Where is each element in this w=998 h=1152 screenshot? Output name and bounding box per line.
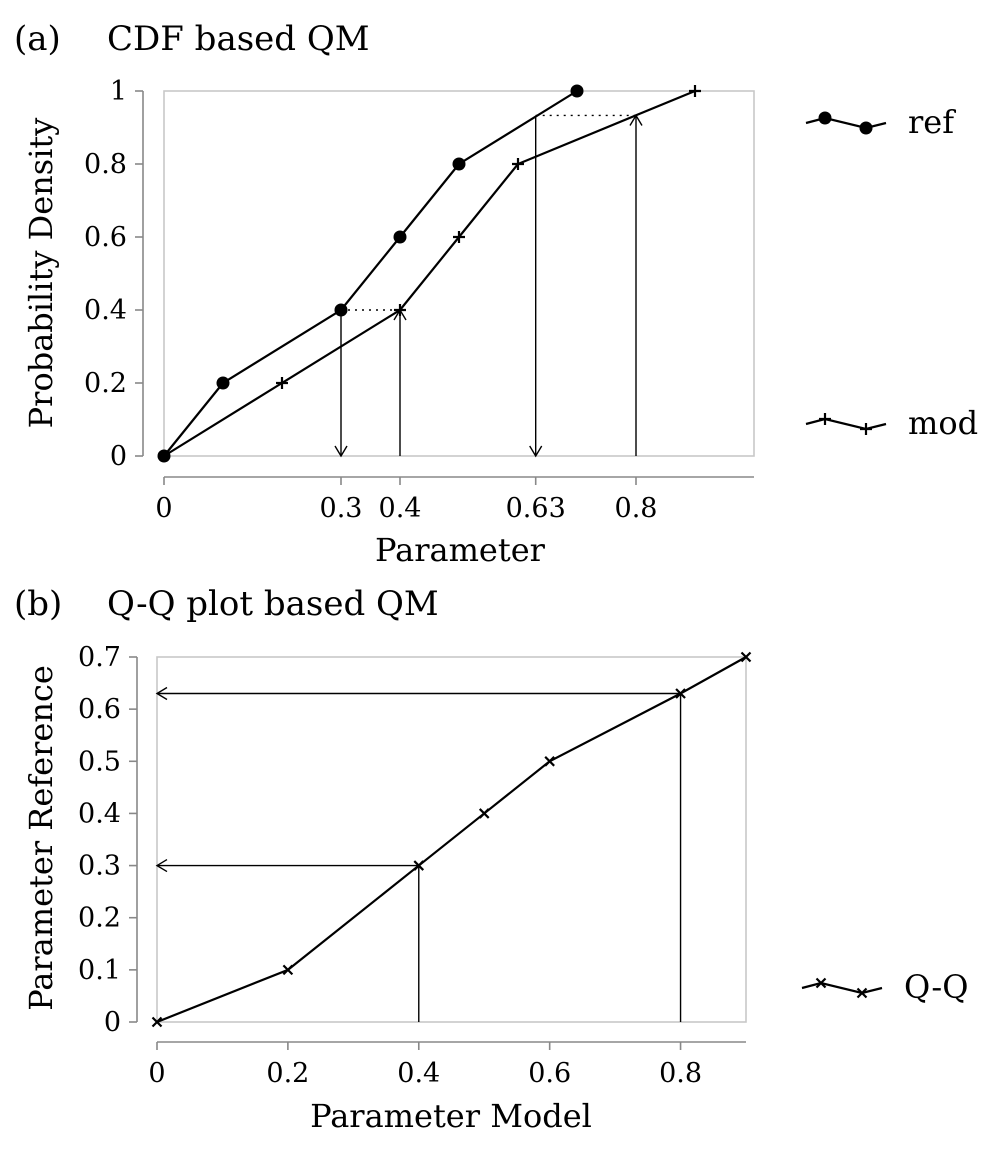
- panel-a-xlabel: Parameter: [375, 531, 546, 569]
- panel-a-series-ref-point: [393, 230, 407, 244]
- panel-a-xtick-label: 0.63: [506, 493, 566, 524]
- panel-b-frame: [156, 656, 747, 1023]
- panel-a-ylabel: Probability Density: [22, 118, 60, 429]
- panel-a-series-mod-point: [453, 231, 465, 243]
- panel-a-ytick-label: 1: [110, 76, 127, 107]
- panel-a-xtick-label: 0.3: [320, 493, 363, 524]
- panel-a-legend-marker-ref: [859, 121, 873, 135]
- panel-b-series-Q-Q-point: [675, 688, 686, 699]
- panel-b-ytick-label: 0.3: [78, 851, 121, 882]
- panel-a-xtick-label: 0: [155, 493, 172, 524]
- panel-b-legend-marker-Q-Q: [856, 987, 868, 999]
- panel-b-title: Q-Q plot based QM: [107, 584, 439, 624]
- panel-b-series-Q-Q-point: [282, 964, 294, 976]
- panel-a-series-ref-point: [570, 84, 584, 98]
- panel-b-legend-label-Q-Q: Q-Q: [904, 968, 968, 1006]
- panel-a-ytick-label: 0.4: [84, 295, 127, 326]
- panel-a-ytick-label: 0: [110, 441, 127, 472]
- panel-a-series-mod-point: [689, 85, 701, 97]
- panel-b-xtick-label: 0.6: [528, 1058, 571, 1089]
- panel-a-series-mod-point: [276, 377, 288, 389]
- panel-b-xlabel: Parameter Model: [310, 1097, 592, 1135]
- panel-b-arrow-head: [155, 858, 168, 873]
- panel-a-legend-marker-mod: [860, 423, 872, 435]
- panel-b-ytick-label: 0.5: [78, 746, 121, 777]
- panel-a-ytick-label: 0.6: [84, 222, 127, 253]
- panel-a-xtick-label: 0.4: [379, 493, 422, 524]
- panel-a-title: CDF based QM: [107, 19, 370, 59]
- panel-b-legend-marker-Q-Q: [815, 977, 827, 989]
- panel-b-ytick-label: 0.7: [78, 642, 121, 673]
- panel-a-series-ref-point: [334, 303, 348, 317]
- panel-a-legend-label-ref: ref: [908, 103, 956, 141]
- panel-a-series-mod-line: [163, 89, 696, 457]
- panel-a-series-ref-point: [216, 376, 230, 390]
- panel-a-ytick-label: 0.2: [84, 368, 127, 399]
- panel-b-ytick-label: 0.1: [78, 955, 121, 986]
- panel-a-arrow-head: [529, 445, 543, 458]
- panel-b-series-Q-Q-point: [544, 756, 555, 767]
- panel-b-ytick-label: 0.4: [78, 798, 121, 829]
- panel-b-xtick-label: 0.8: [659, 1058, 702, 1089]
- panel-a-legend-line-ref: [805, 116, 887, 130]
- panel-a-ytick-label: 0.8: [84, 149, 127, 180]
- panel-b-series-Q-Q-point: [740, 651, 752, 663]
- panel-b-series-Q-Q-point: [413, 860, 425, 871]
- panel-b-plot: 0 0.2 0.4 0.6 0.8 0 0.1 0.2 0.3 0.4 0.5 0.6 0.7 Q-Q: [78, 642, 968, 1089]
- panel-a-legend-label-mod: mod: [908, 404, 978, 442]
- panel-a-arrow-head: [334, 445, 348, 458]
- panel-a-legend-marker-mod: [819, 413, 831, 425]
- panel-a-label: (a): [14, 19, 61, 59]
- panel-b-legend-line-Q-Q: [801, 981, 883, 995]
- panel-b-xtick-label: 0.2: [266, 1058, 309, 1089]
- panel-a-xtick-label: 0.8: [615, 493, 658, 524]
- panel-a-series-ref-point: [452, 157, 466, 171]
- panel-b-series-Q-Q-point: [478, 808, 490, 819]
- panel-b-xtick-label: 0: [148, 1058, 165, 1089]
- panel-b-label: (b): [14, 584, 62, 624]
- panel-b-series-Q-Q-line: [156, 656, 747, 1024]
- panel-b-ylabel: Parameter Reference: [22, 665, 60, 1011]
- panel-a-frame: [163, 90, 755, 457]
- panel-a-legend-marker-ref: [818, 111, 832, 125]
- panel-a-series-ref-line: [163, 90, 578, 457]
- panel-b-xtick-label: 0.4: [397, 1058, 440, 1089]
- panel-b-ytick-label: 0.2: [78, 903, 121, 934]
- panel-a-legend-line-mod: [805, 417, 887, 431]
- panel-b-ytick-label: 0.6: [78, 694, 121, 725]
- panel-a-plot: 0 0.3 0.4 0.63 0.8 0 0.2 0.4 0.6 0.8 1 ref mod: [84, 76, 978, 524]
- panel-b-arrow-head: [155, 686, 168, 701]
- panel-b-series-Q-Q-point: [151, 1016, 163, 1028]
- panel-a-series-mod-point: [512, 158, 524, 170]
- panel-b-ytick-label: 0: [104, 1007, 121, 1038]
- panel-a-series-mod-point: [394, 304, 406, 316]
- panel-a-series-mod-point: [158, 450, 170, 462]
